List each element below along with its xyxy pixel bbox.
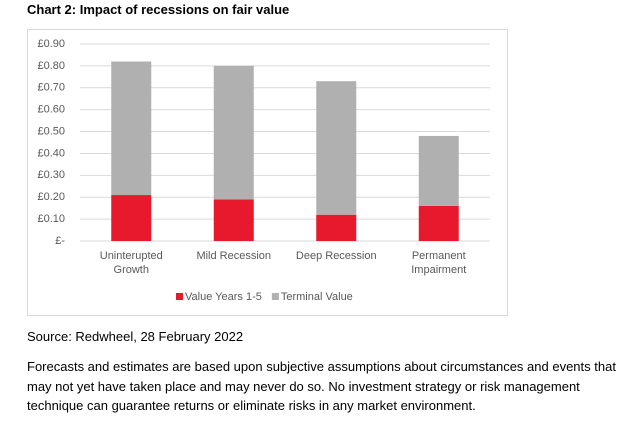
y-tick-label: £0.60 <box>37 104 65 116</box>
bar-segment <box>111 195 152 241</box>
x-tick-label: Permanent Impairment <box>411 250 467 276</box>
bar-segment <box>418 135 459 206</box>
x-tick-label: Uninterupted Growth <box>99 250 163 276</box>
y-tick-label: £0.30 <box>37 169 65 181</box>
y-tick-label: £- <box>55 235 65 247</box>
y-tick-label: £0.10 <box>37 213 65 225</box>
bar-segment <box>316 81 357 215</box>
y-tick-label: £0.80 <box>37 60 65 72</box>
source: Source: Redwheel, 28 February 2022 <box>27 329 244 344</box>
y-tick-label: £0.20 <box>37 191 65 203</box>
legend-swatch <box>176 293 183 300</box>
bar-segment <box>418 205 459 241</box>
y-tick-label: £0.50 <box>37 125 65 137</box>
chart-title: Chart 2: Impact of recessions on fair va… <box>27 2 290 17</box>
bar-segment <box>111 61 152 196</box>
bar-segment <box>213 65 254 200</box>
y-tick-label: £0.40 <box>37 147 65 159</box>
bar-segment <box>316 214 357 241</box>
legend-label: Terminal Value <box>281 291 353 303</box>
y-tick-label: £0.90 <box>37 38 65 50</box>
legend-swatch <box>271 293 279 300</box>
disclaimer: Forecasts and estimates are based upon s… <box>27 359 616 413</box>
x-tick-label: Deep Recession <box>295 250 377 262</box>
legend-label: Value Years 1-5 <box>185 291 262 303</box>
bar-segment <box>213 199 254 241</box>
x-tick-label: Mild Recession <box>196 250 272 262</box>
y-tick-label: £0.70 <box>37 82 65 94</box>
